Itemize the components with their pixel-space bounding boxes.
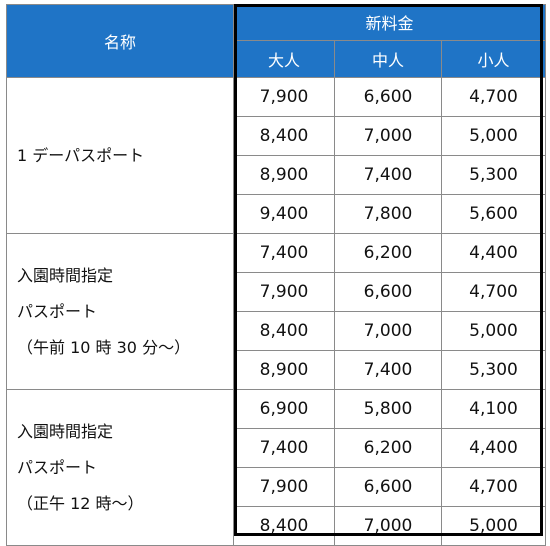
price-cell: 5,000	[441, 116, 546, 156]
ticket-name-line: （正午 12 時～）	[17, 493, 144, 513]
table-row: 8,900 7,400 5,300	[7, 350, 546, 390]
price-cell: 4,400	[441, 428, 546, 468]
ticket-name-line: 1 デーパスポート	[17, 145, 145, 165]
ticket-name-line: パスポート	[17, 301, 98, 321]
price-cell: 7,400	[334, 155, 442, 195]
price-cell: 7,000	[334, 311, 442, 351]
price-table: 名称 新料金 大人 中人 小人 1 デーパスポート 7,900 6,600 4,…	[6, 4, 546, 546]
ticket-name-line: 入園時間指定	[17, 265, 114, 285]
price-cell: 7,800	[334, 194, 442, 234]
ticket-name: 入園時間指定 パスポート （午前 10 時 30 分～）	[6, 233, 234, 390]
price-cell: 5,300	[441, 350, 546, 390]
price-cell: 5,300	[441, 155, 546, 195]
price-cell: 8,900	[233, 155, 335, 195]
adult-column-header: 大人	[233, 39, 335, 79]
ticket-name: 入園時間指定 パスポート （正午 12 時～）	[6, 389, 234, 546]
price-cell: 5,600	[441, 194, 546, 234]
price-cell: 6,600	[334, 272, 442, 312]
price-cell: 6,600	[334, 467, 442, 507]
price-cell: 7,900	[233, 272, 335, 312]
price-cell: 8,400	[233, 311, 335, 351]
table-row: 8,900 7,400 5,300	[7, 155, 546, 195]
price-cell: 4,700	[441, 77, 546, 117]
youth-column-header: 中人	[334, 39, 442, 79]
price-cell: 8,400	[233, 506, 335, 546]
price-cell: 7,000	[334, 116, 442, 156]
table-row: 8,400 7,000 5,000	[7, 311, 546, 351]
ticket-name: 1 デーパスポート	[6, 77, 234, 234]
price-cell: 7,000	[334, 506, 442, 546]
price-cell: 7,900	[233, 467, 335, 507]
price-cell: 8,900	[233, 350, 335, 390]
price-cell: 6,600	[334, 77, 442, 117]
price-cell: 6,900	[233, 389, 335, 429]
price-cell: 5,000	[441, 506, 546, 546]
table-row: 7,900 6,600 4,700	[7, 467, 546, 507]
price-cell: 4,100	[441, 389, 546, 429]
table-row: 8,400 7,000 5,000	[7, 116, 546, 156]
price-cell: 4,400	[441, 233, 546, 273]
price-cell: 7,400	[233, 428, 335, 468]
table-row: 9,400 7,800 5,600	[7, 194, 546, 234]
table-row: 入園時間指定 パスポート （正午 12 時～） 6,900 5,800 4,10…	[6, 389, 546, 546]
table-row: 入園時間指定 パスポート （午前 10 時 30 分～） 7,400 6,200…	[6, 233, 546, 390]
price-cell: 6,200	[334, 428, 442, 468]
price-cell: 7,400	[233, 233, 335, 273]
table-row: 7,900 6,600 4,700	[7, 272, 546, 312]
price-cell: 4,700	[441, 272, 546, 312]
table-row: 1 デーパスポート 7,900 6,600 4,700	[6, 77, 546, 234]
ticket-name-line: 入園時間指定	[17, 421, 114, 441]
price-cell: 7,400	[334, 350, 442, 390]
table-row: 7,400 6,200 4,400	[7, 428, 546, 468]
name-column-header: 名称	[6, 4, 234, 78]
child-column-header: 小人	[441, 39, 546, 79]
price-cell: 5,000	[441, 311, 546, 351]
price-cell: 8,400	[233, 116, 335, 156]
table-row: 8,400 7,000 5,000	[7, 506, 546, 546]
price-cell: 7,900	[233, 77, 335, 117]
price-cell: 5,800	[334, 389, 442, 429]
new-price-header: 新料金	[233, 4, 546, 41]
price-cell: 4,700	[441, 467, 546, 507]
ticket-name-line: パスポート	[17, 457, 98, 477]
price-cell: 9,400	[233, 194, 335, 234]
ticket-name-line: （午前 10 時 30 分～）	[17, 337, 191, 357]
price-cell: 6,200	[334, 233, 442, 273]
